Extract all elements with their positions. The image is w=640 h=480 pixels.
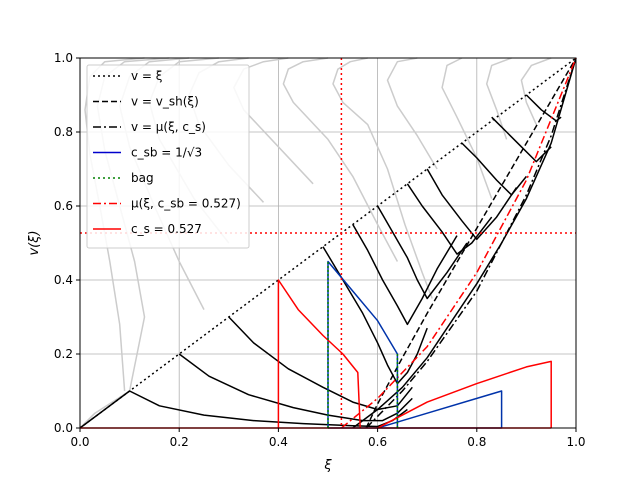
legend-label-2: v = μ(ξ, c_s)	[131, 120, 206, 134]
series-line-black-solid-25	[461, 142, 527, 196]
legend-label-4: bag	[131, 171, 154, 185]
x-tick-label: 0.0	[70, 435, 89, 449]
series-line-black-solid-28	[352, 57, 577, 429]
y-tick-label: 0.8	[54, 125, 73, 139]
series-line-gray-solid-0	[332, 57, 433, 299]
y-tick-label: 0.0	[54, 421, 73, 435]
legend-label-3: c_sb = 1/√3	[131, 146, 202, 160]
axis-ticks: 0.0 0.2 0.4 0.6 0.8 1.0 0.0 0.2 0.4 0.6 0.8 1.0	[54, 51, 586, 449]
series-line-black-solid-19	[228, 316, 413, 411]
reference-lines	[80, 58, 576, 428]
series-line-ref-mu-15	[365, 57, 577, 429]
x-tick-label: 1.0	[566, 435, 585, 449]
y-tick-label: 0.4	[54, 273, 73, 287]
series-line-gray-solid-12	[79, 390, 131, 429]
series-line-gray-solid-11	[386, 57, 438, 170]
legend-label-0: v = ξ	[131, 69, 162, 83]
series-line-red-solid-33	[377, 360, 552, 429]
series-line-gray-solid-8	[441, 57, 493, 199]
series-line-ref-v-eq-xi-13	[79, 57, 577, 429]
series-line-black-solid-24	[426, 168, 518, 241]
y-axis-label: v(ξ)	[27, 230, 42, 255]
series-line-black-solid-26	[491, 116, 552, 163]
series-line-ref-mu-red-16	[340, 57, 577, 429]
legend-label-6: c_s = 0.527	[131, 222, 202, 236]
series-line-black-solid-22	[376, 205, 468, 300]
legend: v = ξ v = v_sh(ξ)v = μ(ξ, c_s) c_sb = 1/√3…	[86, 64, 250, 249]
series-line-black-solid-21	[352, 224, 458, 326]
y-tick-label: 0.2	[54, 347, 73, 361]
legend-label-5: μ(ξ, c_sb = 0.527)	[131, 197, 241, 211]
x-tick-label: 0.8	[467, 435, 486, 449]
x-tick-label: 0.6	[368, 435, 387, 449]
legend-label-1: v = v_sh(ξ)	[131, 95, 199, 109]
x-tick-label: 0.4	[269, 435, 288, 449]
x-tick-label: 0.2	[170, 435, 189, 449]
plot-frame	[79, 57, 577, 429]
x-axis-label: ξ	[323, 458, 332, 473]
series-line-blue-solid-30	[377, 390, 503, 429]
series-line-gray-solid-10	[520, 57, 552, 125]
series-line-gray-solid-9	[485, 57, 512, 140]
series-line-red-solid-32	[277, 279, 361, 429]
plot-series	[79, 57, 577, 429]
y-tick-label: 1.0	[54, 51, 73, 65]
legend-box	[86, 64, 250, 249]
series-line-gray-solid-1	[282, 57, 399, 262]
series-line-ref-vsh-14	[365, 57, 577, 429]
series-line-black-solid-23	[406, 183, 493, 255]
y-tick-label: 0.6	[54, 199, 73, 213]
